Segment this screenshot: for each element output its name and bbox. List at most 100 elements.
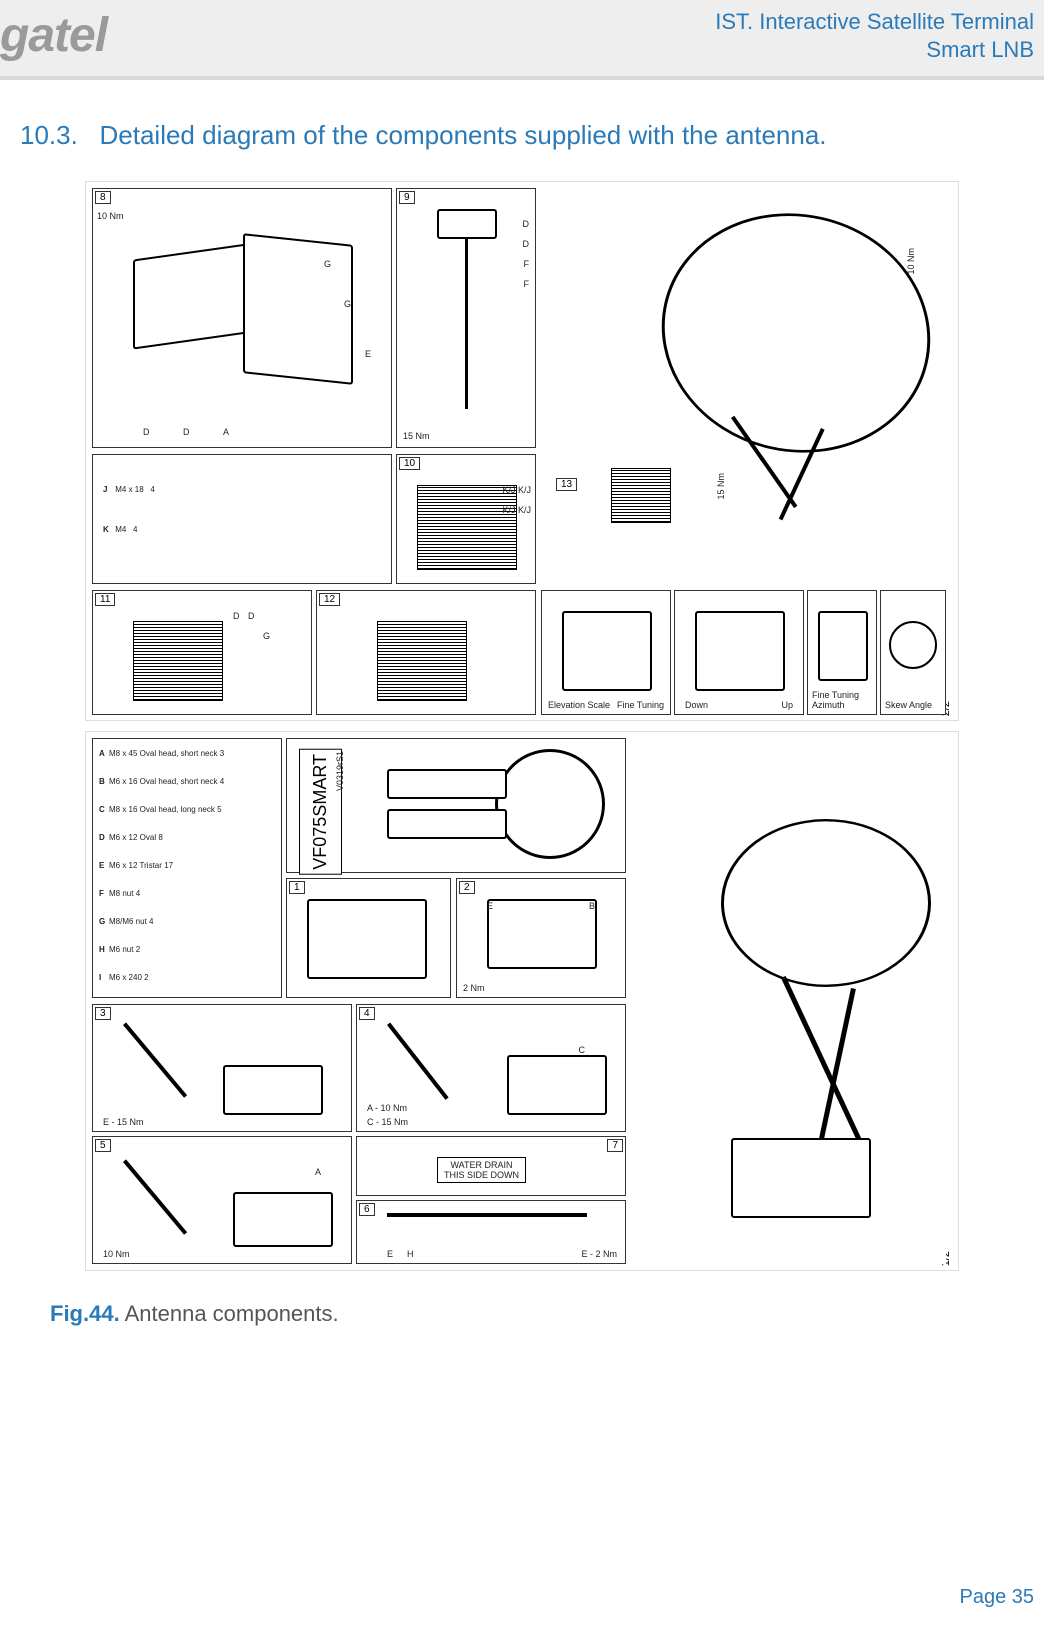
legend-qty: 8: [158, 833, 162, 842]
section-heading: 10.3. Detailed diagram of the components…: [20, 120, 1044, 151]
torque-p2: 2 Nm: [463, 983, 485, 993]
legend-row: DM6 x 12 Oval 8: [99, 833, 163, 842]
dish-icon: [704, 806, 947, 1001]
bracket-icon: [307, 899, 427, 979]
panel-6: 6 E - 2 Nm E H: [356, 1200, 626, 1264]
legend-qty: 2: [136, 945, 140, 954]
parts-icon: [387, 769, 507, 799]
page-number: Page 35: [959, 1586, 1034, 1609]
legend-qty: 3: [220, 749, 224, 758]
adjust-skew: Skew Angle: [880, 590, 946, 715]
ref-letter: G: [344, 299, 351, 309]
arm-icon: [123, 1159, 187, 1234]
legend-desc: M6 x 12 Tristar: [109, 861, 162, 870]
ref-letter: D: [233, 611, 240, 621]
legend-desc: M4 x 18: [115, 485, 143, 494]
legend-qty: 4: [136, 889, 140, 898]
header-line1: IST. Interactive Satellite Terminal: [715, 8, 1034, 36]
label-elev-scale: Elevation Scale: [548, 700, 610, 710]
legend-key: G: [99, 917, 109, 926]
ref-letter: A: [223, 427, 229, 437]
diagram-sheet-1: 1/2 AM8 x 45 Oval head, short neck 3 BM6…: [85, 731, 959, 1271]
legend-row: AM8 x 45 Oval head, short neck 3: [99, 749, 224, 758]
legend-desc: M8/M6 nut: [109, 917, 147, 926]
legend-qty: 4: [133, 525, 137, 534]
panel-2: 2 2 Nm E B: [456, 878, 626, 998]
legend-row: IM6 x 240 2: [99, 973, 149, 982]
panel-number-5: 5: [95, 1139, 111, 1152]
legend-qty: 2: [144, 973, 148, 982]
feed-arm-icon: [387, 1213, 587, 1217]
lnb-box-icon: [611, 468, 671, 523]
panel-number-1: 1: [289, 881, 305, 894]
diagram-sheet-2: 2/2 8 10 Nm D D A G G E 9 15 Nm D D F F: [85, 181, 959, 721]
panel-1: 1: [286, 878, 451, 998]
parts-icon: [387, 809, 507, 839]
panel-model: VF075SMART V0319rS1: [286, 738, 626, 873]
legend-row: K M4 4: [103, 525, 137, 534]
legend-key: E: [99, 861, 109, 870]
lnb-box-icon: [133, 621, 223, 701]
torque-p8: 10 Nm: [97, 211, 124, 221]
ref-letter: A: [315, 1167, 321, 1177]
panel-10: 10 K/J K/J K/J K/J: [396, 454, 536, 584]
torque-p4a: A - 10 Nm: [367, 1103, 407, 1113]
header-bar: gatel IST. Interactive Satellite Termina…: [0, 0, 1044, 80]
section-number: 10.3.: [20, 120, 78, 150]
legend-row: CM8 x 16 Oval head, long neck 5: [99, 805, 222, 814]
bracket-icon: [507, 1055, 607, 1115]
torque-p5: 10 Nm: [103, 1249, 130, 1259]
ref-letter: H: [407, 1249, 414, 1259]
bracket-icon: [233, 1192, 333, 1247]
ref-letter: C: [579, 1045, 586, 1055]
label-fine-az: Fine Tuning Azimuth: [812, 690, 872, 710]
ref-letter: D: [183, 427, 190, 437]
figure-caption: Fig.44. Antenna components.: [50, 1301, 1044, 1327]
panel-number-11: 11: [95, 593, 115, 606]
label-water-drain: WATER DRAIN THIS SIDE DOWN: [437, 1157, 526, 1183]
label-down: Down: [685, 700, 708, 710]
panel-12: 12: [316, 590, 536, 715]
support-arm-icon: [816, 988, 856, 1155]
lnb-box-icon: [377, 621, 467, 701]
label-up: Up: [781, 700, 793, 710]
ref-letter: K/J K/J: [502, 505, 531, 515]
torque-p9: 15 Nm: [403, 431, 430, 441]
legend-qty: 4: [220, 777, 224, 786]
panel-number-6: 6: [359, 1203, 375, 1216]
legend-row: GM8/M6 nut 4: [99, 917, 153, 926]
panel-number-4: 4: [359, 1007, 375, 1020]
panel-number-8: 8: [95, 191, 111, 204]
panel-number-9: 9: [399, 191, 415, 204]
legend-row: FM8 nut 4: [99, 889, 140, 898]
model-sub: V0319rS1: [335, 751, 345, 791]
legend-qty: 4: [149, 917, 153, 926]
ref-letter: E: [365, 349, 371, 359]
mast-icon: [465, 209, 468, 409]
legend-qty: 5: [217, 805, 221, 814]
panel-8: 8 10 Nm D D A G G E: [92, 188, 392, 448]
bracket-icon: [487, 899, 597, 969]
legend-key: B: [99, 777, 109, 786]
ref-letter: D: [248, 611, 255, 621]
legend-row: BM6 x 16 Oval head, short neck 4: [99, 777, 224, 786]
legend-desc: M8 x 16 Oval head, long neck: [109, 805, 215, 814]
panel-water-drain: WATER DRAIN THIS SIDE DOWN 7: [356, 1136, 626, 1196]
panel-number-13: 13: [556, 478, 577, 491]
legend-desc: M6 nut: [109, 945, 133, 954]
ref-letter: F: [524, 279, 530, 289]
panel-13: 13 15 Nm 10 Nm: [541, 188, 946, 548]
legend-key: H: [99, 945, 109, 954]
legend-row: J M4 x 18 4: [103, 485, 155, 494]
legend-desc: M6 x 16 Oval head, short neck: [109, 777, 218, 786]
arm-icon: [387, 1023, 449, 1100]
legend-key: J: [103, 485, 113, 494]
panel-number-12: 12: [319, 593, 340, 606]
legend-desc: M8 nut: [109, 889, 133, 898]
header-line2: Smart LNB: [715, 36, 1034, 64]
legend-desc: M8 x 45 Oval head, short neck: [109, 749, 218, 758]
panel-jk-legend: J M4 x 18 4 K M4 4: [92, 454, 392, 584]
adjust-azimuth: Fine Tuning Azimuth: [807, 590, 877, 715]
legend-key: F: [99, 889, 109, 898]
panel-5: 5 10 Nm A: [92, 1136, 352, 1264]
